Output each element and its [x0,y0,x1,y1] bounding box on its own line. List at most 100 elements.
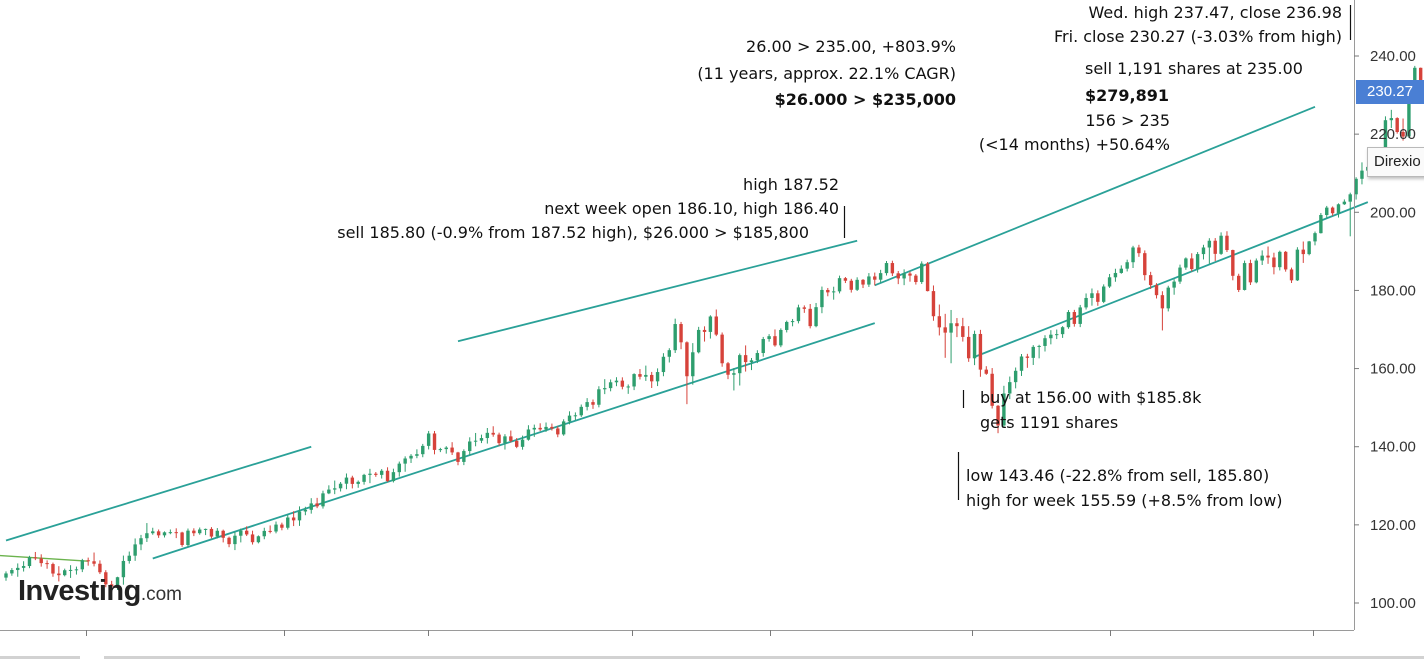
candle [585,398,589,411]
candle [544,422,548,432]
candle [708,315,713,339]
candle [855,277,859,292]
candle-body [925,263,930,292]
candle [350,475,355,489]
candle [608,379,613,392]
candle [156,529,161,538]
candle-body [33,557,38,559]
candle [1330,206,1335,216]
candle-body [696,329,701,353]
candle [403,456,407,472]
candle [685,341,689,405]
candle [1219,232,1223,255]
candle-body [21,566,26,568]
candle-body [321,493,325,507]
candle [415,449,419,459]
high-line-3: sell 185.80 (-0.9% from 187.52 high), $2… [337,223,809,242]
candle [250,530,255,545]
candle [556,426,560,438]
candle-body [931,291,936,317]
candle [1119,265,1123,274]
candle-body [415,454,419,456]
candle [162,531,167,538]
candle-body [726,363,730,375]
candle [802,305,807,313]
candle-body [333,488,337,490]
candle [209,527,214,539]
candle-body [286,517,290,528]
candle [655,368,660,387]
candle-body [1231,250,1235,276]
candle-body [51,564,55,574]
candle [638,369,642,380]
candle [1354,177,1358,200]
trendline-channel-2-top [457,239,858,343]
candle [561,419,566,436]
candle-body [139,538,143,545]
candle [379,469,384,479]
candle [632,373,636,391]
candle-body [1031,346,1035,358]
candle [1225,231,1229,253]
candle [1242,260,1247,291]
candle [1283,250,1288,272]
candle-body [843,278,848,281]
candle-body [738,355,742,374]
candle-body [755,353,760,361]
candle [297,506,302,526]
candle-body [162,532,167,536]
candle-body [1313,233,1317,242]
candle [691,343,695,385]
candle-body [473,440,478,442]
candle [902,269,906,286]
candle [808,303,812,329]
y-axis-tick-label: 160.00 [1370,361,1416,378]
candle-body [444,447,448,450]
candle [720,332,724,367]
candle-body [990,373,994,406]
candle-body [485,432,490,439]
candle-body [1395,118,1399,132]
candle-body [1060,327,1065,335]
candle [268,525,272,534]
candle-body [1190,258,1194,270]
candle-body [45,563,49,565]
old-trendline [0,554,89,562]
candle [1389,109,1394,128]
candle [509,430,513,443]
candle [1137,244,1141,257]
candle-body [561,421,566,435]
candle [679,321,683,350]
y-axis-tick-label: 180.00 [1370,282,1416,299]
candle-body [644,374,648,377]
candle [714,309,718,337]
candle [1213,238,1217,262]
candle [773,329,777,347]
summary-line-2: (11 years, approx. 22.1% CAGR) [697,64,956,83]
candle [1002,385,1006,428]
candle-body [297,511,302,521]
candle-body [1237,275,1241,290]
candle-body [409,455,413,459]
candle-body [215,530,220,537]
buy-line-1: buy at 156.00 with $185.8k [980,388,1202,407]
candle-body [309,503,313,510]
candle [16,563,20,577]
candle-body [1201,247,1206,255]
candle [626,384,630,394]
candle [444,446,448,454]
candle [385,467,390,483]
candle-body [714,316,718,335]
candle [227,536,231,548]
candle [1319,213,1323,234]
candle [1166,285,1170,312]
candle-body [1154,285,1159,296]
candle-body [221,530,225,538]
candle [908,271,912,282]
candle [86,557,90,566]
candle [925,262,930,292]
candle [1008,376,1012,400]
candle [74,566,79,575]
candle-body [491,432,495,435]
